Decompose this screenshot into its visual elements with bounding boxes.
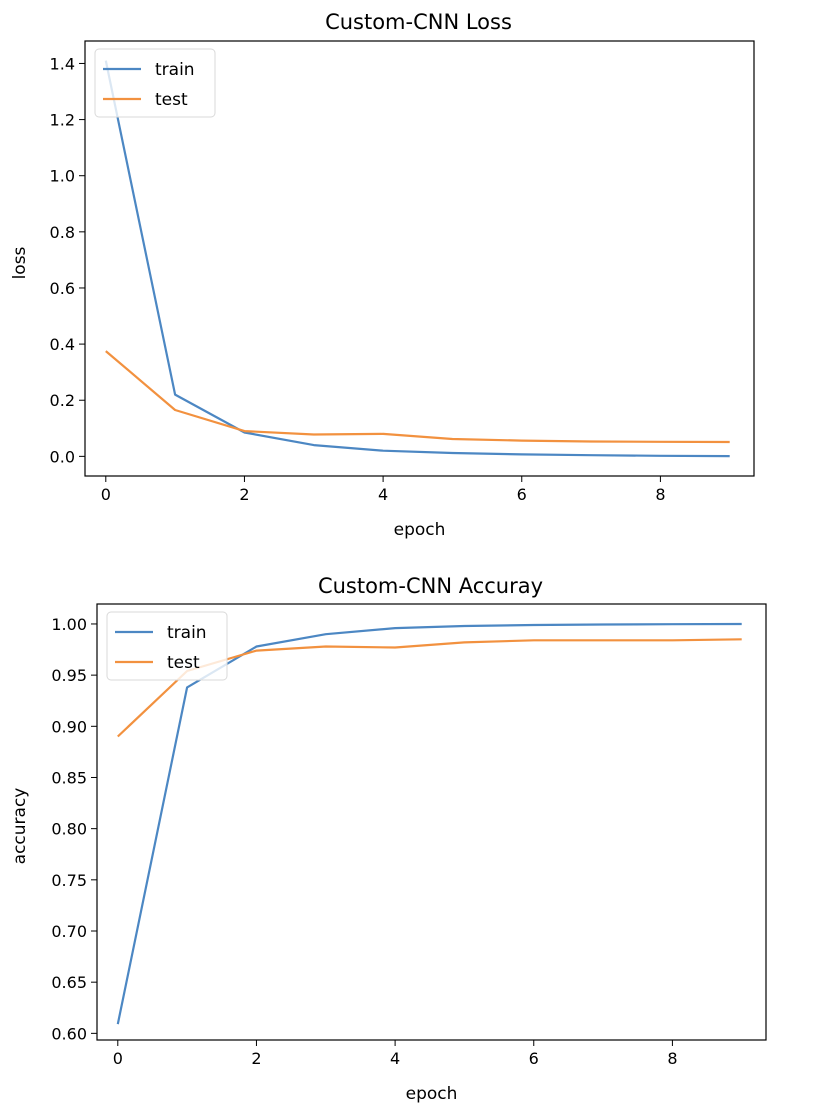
y-tick-label: 0.95 — [51, 666, 87, 685]
y-tick-label: 0.6 — [50, 279, 75, 298]
y-tick-label: 1.0 — [50, 167, 75, 186]
x-tick-label: 6 — [529, 1049, 539, 1068]
x-axis-label: epoch — [394, 520, 446, 540]
x-tick-label: 8 — [655, 485, 665, 504]
plot-frame — [96, 603, 767, 1041]
legend-label: train — [167, 623, 207, 643]
plot-frame — [84, 40, 755, 477]
y-tick-label: 0.90 — [51, 717, 87, 736]
y-tick-label: 0.4 — [50, 335, 75, 354]
y-tick-label: 1.2 — [50, 111, 75, 130]
y-ticks: 0.60 0.65 0.70 0.75 0.80 0.85 0.90 0.95 1.00 — [51, 615, 97, 1043]
y-ticks: 0.0 0.2 0.4 0.6 0.8 1.0 1.2 1.4 — [50, 54, 85, 466]
legend: train test — [94, 48, 216, 118]
y-axis-label: accuracy — [10, 788, 30, 865]
chart-title: Custom-CNN Loss — [325, 10, 512, 34]
legend-label: test — [167, 653, 200, 673]
chart-title: Custom-CNN Accuray — [318, 574, 543, 598]
y-tick-label: 0.65 — [51, 973, 87, 992]
x-tick-label: 6 — [517, 485, 527, 504]
x-tick-label: 0 — [113, 1049, 123, 1068]
y-tick-label: 0.75 — [51, 871, 87, 890]
loss-chart: Custom-CNN Loss 0.0 0.2 0.4 0.6 0.8 1.0 1.2 1.4… — [10, 10, 755, 540]
series-line-test — [105, 350, 730, 444]
x-tick-label: 0 — [101, 485, 111, 504]
accuracy-chart: Custom-CNN Accuray 0.600.650.700.750.800… — [10, 574, 767, 1104]
x-ticks: 0 2 4 6 8 — [101, 476, 666, 504]
y-tick-label: 1.00 — [51, 615, 87, 634]
y-axis-label: loss — [10, 246, 30, 279]
y-tick-label: 0.0 — [50, 447, 75, 466]
y-tick-label: 0.85 — [51, 768, 87, 787]
y-tick-label: 1.4 — [50, 54, 75, 73]
x-tick-label: 8 — [667, 1049, 677, 1068]
legend-label: test — [155, 90, 188, 110]
y-tick-label: 0.8 — [50, 223, 75, 242]
legend-label: train — [155, 60, 195, 80]
x-tick-label: 4 — [390, 1049, 400, 1068]
x-ticks: 0 2 4 6 8 — [113, 1040, 678, 1068]
x-tick-label: 2 — [251, 1049, 261, 1068]
series-line-train — [116, 622, 742, 1025]
y-tick-label: 0.70 — [51, 922, 87, 941]
series-lines — [104, 60, 730, 458]
x-axis-label: epoch — [406, 1084, 458, 1104]
y-tick-label: 0.80 — [51, 820, 87, 839]
x-tick-label: 2 — [239, 485, 249, 504]
series-line-train — [104, 60, 730, 458]
y-tick-label: 0.2 — [50, 391, 75, 410]
x-tick-label: 4 — [378, 485, 388, 504]
series-lines — [116, 622, 742, 1025]
legend: train test — [106, 611, 228, 681]
y-tick-label: 0.60 — [51, 1024, 87, 1043]
